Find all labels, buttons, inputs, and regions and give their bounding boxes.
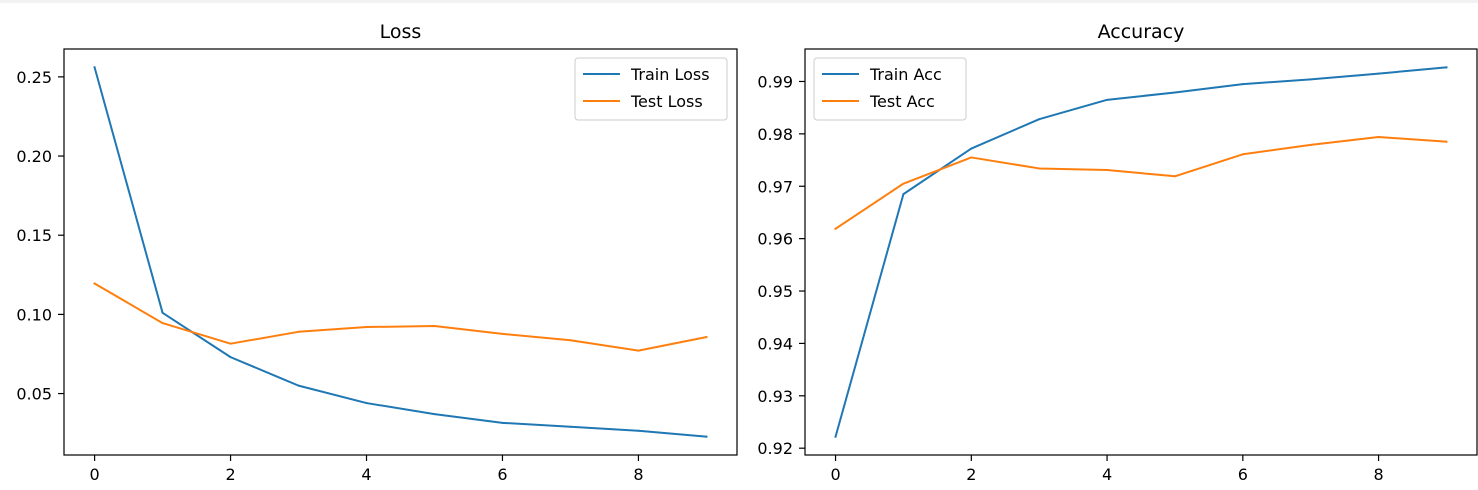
data-point [637, 349, 640, 352]
data-point [1038, 118, 1041, 121]
y-tick-label: 0.15 [16, 226, 52, 245]
y-tick-label: 0.05 [16, 385, 52, 404]
series-line-test-acc [834, 136, 1448, 231]
data-point [834, 435, 837, 438]
y-tick-label: 0.94 [757, 334, 793, 353]
x-tick-label: 8 [633, 465, 643, 484]
data-point [1309, 78, 1312, 81]
legend-label: Train Acc [869, 65, 942, 84]
data-point [229, 356, 232, 359]
legend-label: Train Loss [630, 65, 710, 84]
x-tick-label: 6 [497, 465, 507, 484]
legend: Train Loss Test Loss [574, 57, 728, 121]
data-point [1445, 66, 1448, 69]
data-point [1038, 167, 1041, 170]
data-point [1241, 153, 1244, 156]
data-point [705, 435, 708, 438]
data-point [705, 336, 708, 339]
data-point [161, 322, 164, 325]
data-point [501, 332, 504, 335]
data-point [365, 326, 368, 329]
data-point [93, 282, 96, 285]
x-tick-label: 0 [830, 465, 840, 484]
chart-panel-2: Accuracy 0 2 4 6 8 0.92 0.93 0.94 0.95 0.96 0.97 0.9… [757, 21, 1478, 484]
data-point [1309, 143, 1312, 146]
legend: Train Acc Test Acc [813, 57, 967, 121]
data-point [970, 156, 973, 159]
data-point [1106, 169, 1109, 172]
plot-area-frame [63, 48, 738, 456]
data-point [1445, 140, 1448, 143]
data-point [637, 429, 640, 432]
data-point [1173, 175, 1176, 178]
legend-label: Test Acc [869, 92, 935, 111]
data-point [569, 425, 572, 428]
data-point [902, 193, 905, 196]
data-point [970, 147, 973, 150]
series-line-test-loss [93, 282, 708, 352]
x-tick-label: 8 [1373, 465, 1383, 484]
data-point [1377, 72, 1380, 75]
y-tick-label: 0.93 [757, 387, 793, 406]
data-point [161, 311, 164, 314]
top-strip [0, 0, 1478, 3]
y-tick-label: 0.96 [757, 230, 793, 249]
y-tick-label: 0.95 [757, 282, 793, 301]
x-tick-label: 2 [225, 465, 235, 484]
chart-title: Accuracy [1098, 21, 1185, 43]
data-point [365, 402, 368, 405]
x-tick-label: 6 [1238, 465, 1248, 484]
x-tick-label: 4 [361, 465, 371, 484]
data-point [834, 227, 837, 230]
y-tick-label: 0.92 [757, 439, 793, 458]
data-point [1241, 83, 1244, 86]
data-point [902, 182, 905, 185]
y-tick-label: 0.98 [757, 125, 793, 144]
y-tick-label: 0.20 [16, 147, 52, 166]
data-point [501, 421, 504, 424]
series-line-train-acc [834, 66, 1448, 438]
data-point [229, 342, 232, 345]
y-tick-label: 0.99 [757, 72, 793, 91]
data-point [569, 339, 572, 342]
data-point [1173, 91, 1176, 94]
data-point [297, 384, 300, 387]
plot-area-frame [804, 48, 1478, 456]
data-point [297, 330, 300, 333]
x-tick-label: 0 [89, 465, 99, 484]
data-point [433, 413, 436, 416]
y-tick-label: 0.10 [16, 305, 52, 324]
data-point [433, 324, 436, 327]
data-point [93, 66, 96, 69]
legend-label: Test Loss [630, 92, 703, 111]
data-point [1377, 136, 1380, 139]
y-tick-label: 0.25 [16, 68, 52, 87]
x-tick-label: 4 [1102, 465, 1112, 484]
x-tick-label: 2 [966, 465, 976, 484]
y-tick-label: 0.97 [757, 177, 793, 196]
series-line-train-loss [93, 66, 708, 438]
data-point [1106, 98, 1109, 101]
chart-title: Loss [380, 21, 422, 43]
